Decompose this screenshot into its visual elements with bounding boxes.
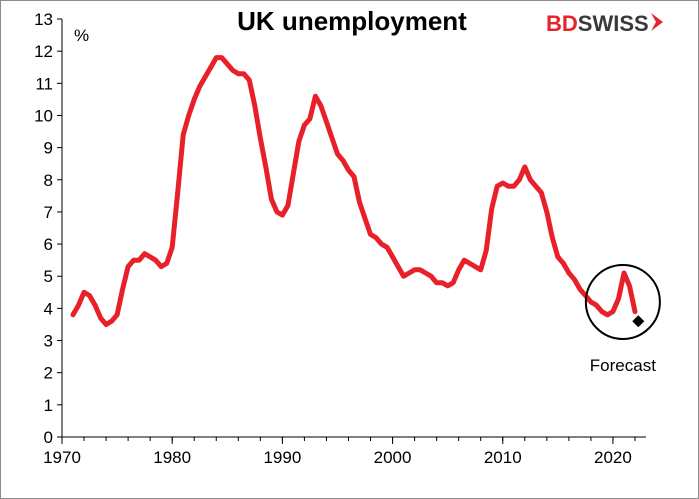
axes bbox=[61, 19, 646, 438]
series-line-unemployment bbox=[70, 55, 638, 327]
chevron-right-icon bbox=[651, 13, 663, 31]
y-tick-label: 3 bbox=[44, 332, 53, 351]
x-tick-label: 2010 bbox=[484, 448, 522, 467]
y-tick-label: 1 bbox=[44, 396, 53, 415]
y-tick-label: 2 bbox=[44, 364, 53, 383]
y-tick-label: 9 bbox=[44, 139, 53, 158]
y-tick-label: 0 bbox=[44, 428, 53, 447]
forecast-annotation-label: Forecast bbox=[590, 356, 656, 375]
x-tick-label: 2000 bbox=[374, 448, 412, 467]
annotations-layer: Forecast bbox=[584, 263, 661, 375]
forecast-marker bbox=[632, 315, 645, 328]
y-tick-label: 12 bbox=[34, 42, 53, 61]
chart-title: UK unemployment bbox=[237, 6, 467, 36]
logo-text: BDSWISS bbox=[546, 11, 649, 36]
y-tick-label: 8 bbox=[44, 171, 53, 190]
y-tick-label: 6 bbox=[44, 235, 53, 254]
y-tick-label: 5 bbox=[44, 267, 53, 286]
y-tick-label: 11 bbox=[35, 74, 53, 93]
y-tick-label: 7 bbox=[44, 203, 53, 222]
x-tick-label: 1980 bbox=[153, 448, 191, 467]
forecast-highlight-circle bbox=[584, 263, 661, 340]
x-tick-label: 1970 bbox=[43, 448, 81, 467]
logo-text-part1: BD bbox=[546, 11, 578, 36]
x-tick-label: 2020 bbox=[594, 448, 632, 467]
y-tick-label: 4 bbox=[44, 299, 53, 318]
series-layer bbox=[70, 55, 645, 328]
brand-logo: BDSWISS bbox=[546, 11, 663, 36]
y-tick-label: 10 bbox=[34, 106, 53, 125]
x-tick-label: 1990 bbox=[263, 448, 301, 467]
y-axis-unit-label: % bbox=[74, 26, 89, 45]
logo-text-part2: SWISS bbox=[578, 11, 649, 36]
y-tick-label: 13 bbox=[34, 10, 53, 29]
